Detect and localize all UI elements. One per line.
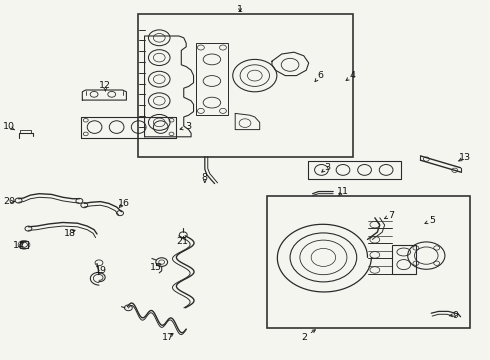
Bar: [196, 43, 228, 115]
Bar: [267, 196, 470, 328]
Text: 8: 8: [202, 173, 208, 181]
Text: 16: 16: [118, 199, 129, 208]
Text: 18: 18: [64, 229, 75, 238]
Text: 5: 5: [429, 216, 435, 225]
Text: 21: 21: [176, 238, 188, 246]
Bar: [138, 14, 353, 157]
Text: 15: 15: [150, 263, 162, 271]
Bar: [392, 245, 416, 274]
Text: 3: 3: [324, 163, 330, 172]
Text: 12: 12: [99, 81, 111, 90]
Text: 9: 9: [453, 310, 459, 320]
Text: 10: 10: [3, 122, 15, 131]
Text: 14: 14: [13, 241, 24, 250]
Text: 19: 19: [95, 266, 106, 275]
Text: 2: 2: [301, 333, 307, 342]
Text: 11: 11: [337, 187, 349, 196]
Text: 3: 3: [186, 122, 192, 131]
Text: 4: 4: [350, 71, 356, 80]
Text: 6: 6: [317, 71, 323, 80]
Text: 17: 17: [162, 333, 173, 342]
Text: 1: 1: [237, 4, 243, 13]
Text: 13: 13: [459, 153, 470, 162]
Text: 20: 20: [3, 197, 15, 206]
Text: 7: 7: [388, 211, 394, 220]
